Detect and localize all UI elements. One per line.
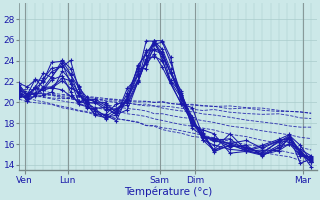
X-axis label: Température (°c): Température (°c) xyxy=(124,186,212,197)
